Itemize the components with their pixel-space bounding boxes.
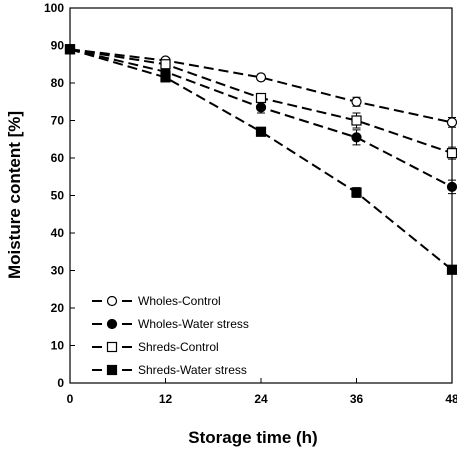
legend-label: Shreds-Water stress bbox=[138, 363, 247, 377]
data-point bbox=[446, 117, 457, 128]
data-point bbox=[255, 92, 267, 104]
data-point bbox=[351, 187, 362, 198]
x-axis-title: Storage time (h) bbox=[188, 428, 317, 447]
plot-frame bbox=[69, 7, 453, 384]
series-shreds-water-stress bbox=[64, 44, 457, 275]
series-wholes-water-stress bbox=[64, 44, 457, 195]
data-point bbox=[446, 264, 457, 275]
data-point bbox=[160, 72, 171, 83]
legend-marker bbox=[106, 295, 118, 307]
data-point bbox=[351, 132, 362, 143]
series-shreds-control bbox=[64, 44, 457, 160]
legend-marker bbox=[106, 364, 118, 376]
legend: Wholes-Control Wholes-Water stress Shreds-… bbox=[92, 294, 249, 377]
y-tick-label: 0 bbox=[57, 376, 64, 390]
y-tick-label: 10 bbox=[51, 339, 65, 353]
series-line bbox=[69, 48, 453, 188]
y-tick-label: 20 bbox=[51, 301, 65, 315]
data-point bbox=[255, 72, 267, 83]
data-point bbox=[446, 148, 457, 159]
x-tick-label: 48 bbox=[445, 392, 457, 406]
x-tick-label: 36 bbox=[350, 392, 364, 406]
legend-entry: Wholes-Water stress bbox=[92, 317, 249, 331]
y-tick-label: 80 bbox=[51, 76, 65, 90]
legend-entry: Shreds-Control bbox=[92, 340, 219, 354]
y-tick-label: 90 bbox=[51, 39, 65, 53]
y-tick-label: 70 bbox=[51, 114, 65, 128]
legend-marker bbox=[106, 341, 118, 353]
y-axis-title: Moisture content [%] bbox=[5, 111, 24, 279]
x-tick-label: 12 bbox=[159, 392, 173, 406]
x-tick-label: 24 bbox=[254, 392, 268, 406]
data-point bbox=[160, 59, 171, 70]
y-tick-label: 30 bbox=[51, 264, 65, 278]
data-point bbox=[351, 96, 362, 107]
data-point bbox=[64, 44, 76, 55]
axes: 0 10 20 30 40 50 60 70 80 90 100 0 12 24 36 48 bbox=[44, 1, 457, 406]
y-tick-label: 60 bbox=[51, 151, 65, 165]
data-point bbox=[255, 126, 267, 137]
y-tick-label: 100 bbox=[44, 1, 64, 15]
series-line bbox=[69, 48, 453, 124]
legend-label: Shreds-Control bbox=[138, 340, 219, 354]
data-point bbox=[446, 181, 457, 192]
legend-entry: Shreds-Water stress bbox=[92, 363, 247, 377]
series-line bbox=[69, 48, 453, 271]
data-point bbox=[351, 115, 362, 126]
legend-label: Wholes-Water stress bbox=[138, 317, 249, 331]
y-tick-label: 50 bbox=[51, 189, 65, 203]
data-point bbox=[255, 102, 267, 113]
x-tick-label: 0 bbox=[67, 392, 74, 406]
series-group bbox=[64, 44, 457, 275]
y-tick-label: 40 bbox=[51, 226, 65, 240]
legend-marker bbox=[106, 318, 118, 330]
plot-area bbox=[69, 7, 453, 384]
legend-entry: Wholes-Control bbox=[92, 294, 221, 308]
legend-label: Wholes-Control bbox=[138, 294, 221, 308]
